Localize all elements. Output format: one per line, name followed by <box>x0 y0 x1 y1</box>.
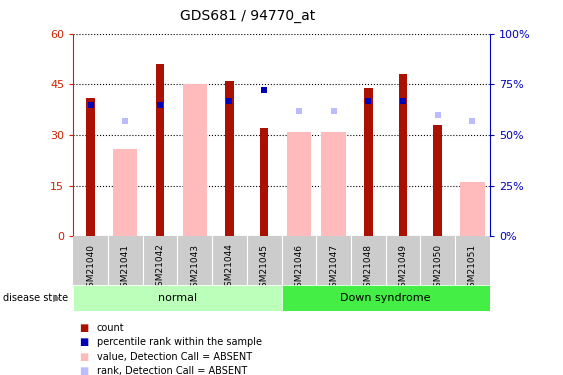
Bar <box>182 84 207 236</box>
Text: GSM21040: GSM21040 <box>86 244 95 292</box>
Text: Down syndrome: Down syndrome <box>341 293 431 303</box>
Text: GSM21051: GSM21051 <box>468 244 477 292</box>
Text: ■: ■ <box>79 338 88 347</box>
Bar <box>113 148 137 236</box>
Text: GSM21045: GSM21045 <box>260 244 269 292</box>
Text: value, Detection Call = ABSENT: value, Detection Call = ABSENT <box>97 352 252 362</box>
Text: ■: ■ <box>79 352 88 362</box>
Text: disease state: disease state <box>3 293 68 303</box>
Bar <box>321 132 346 236</box>
Text: GSM21043: GSM21043 <box>190 244 199 292</box>
Bar <box>260 128 269 236</box>
Text: GSM21050: GSM21050 <box>434 244 442 292</box>
Text: ▶: ▶ <box>53 293 61 303</box>
Bar <box>225 81 234 236</box>
Text: GSM21048: GSM21048 <box>364 244 373 292</box>
Bar <box>434 125 442 236</box>
Text: GDS681 / 94770_at: GDS681 / 94770_at <box>180 9 315 23</box>
Bar <box>461 182 485 236</box>
Bar <box>399 74 408 236</box>
Text: GSM21044: GSM21044 <box>225 244 234 292</box>
Bar <box>86 98 95 236</box>
Text: count: count <box>97 323 124 333</box>
Text: GSM21046: GSM21046 <box>294 244 303 292</box>
Bar <box>73 285 282 311</box>
Text: ■: ■ <box>79 366 88 375</box>
Text: ■: ■ <box>79 323 88 333</box>
Text: percentile rank within the sample: percentile rank within the sample <box>97 338 262 347</box>
Text: rank, Detection Call = ABSENT: rank, Detection Call = ABSENT <box>97 366 247 375</box>
Bar <box>155 64 164 236</box>
Text: GSM21042: GSM21042 <box>155 244 164 292</box>
Bar <box>364 88 373 236</box>
Text: GSM21041: GSM21041 <box>121 244 129 292</box>
Text: normal: normal <box>158 293 197 303</box>
Bar <box>287 132 311 236</box>
Text: GSM21049: GSM21049 <box>399 244 408 292</box>
Bar <box>282 285 490 311</box>
Text: GSM21047: GSM21047 <box>329 244 338 292</box>
